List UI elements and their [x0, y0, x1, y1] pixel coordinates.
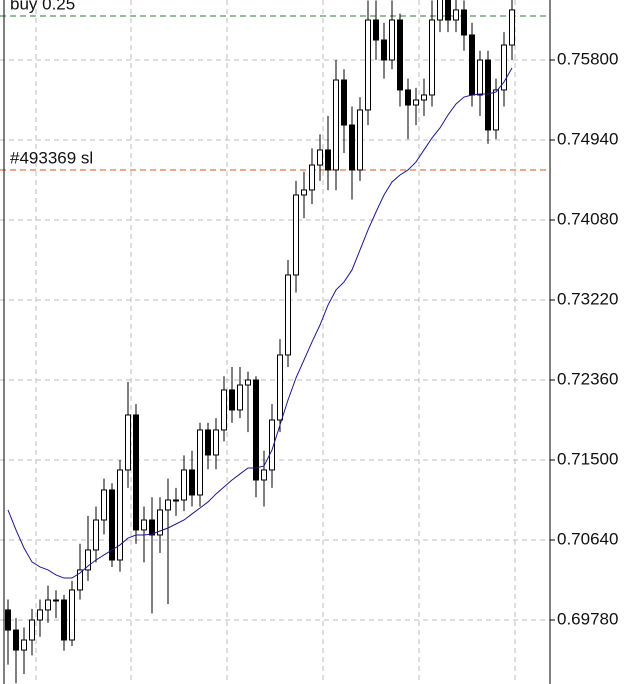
candle-body	[357, 109, 363, 171]
candle-body	[205, 429, 211, 456]
candle-body	[45, 599, 51, 611]
candle-body	[325, 149, 331, 171]
candle-body	[437, 0, 443, 21]
candle-body	[301, 189, 307, 196]
candle-body	[373, 19, 379, 41]
y-tick-label: 0.70640	[557, 529, 618, 548]
candle-body	[413, 99, 419, 106]
candle-body	[5, 609, 11, 631]
moving-average	[7, 67, 513, 579]
candle-body	[69, 589, 75, 641]
candle-body	[389, 19, 395, 61]
candle-body	[485, 59, 491, 131]
candle-body	[173, 499, 179, 502]
candle-body	[109, 489, 115, 561]
candle-body	[181, 469, 187, 501]
candle-body	[269, 419, 275, 471]
candle-body	[341, 79, 347, 126]
candle-body	[261, 469, 267, 481]
candle-body	[421, 94, 427, 101]
y-tick-label: 0.74080	[557, 209, 618, 228]
candle-body	[61, 599, 67, 641]
candle-body	[197, 429, 203, 496]
candle-body	[405, 89, 411, 106]
level-label: #493369 sl	[10, 149, 93, 168]
candle-body	[333, 79, 339, 171]
y-tick-label: 0.75800	[557, 49, 618, 68]
candle-body	[309, 164, 315, 191]
candle-body	[101, 489, 107, 521]
candle-body	[189, 469, 195, 496]
candle-body	[445, 0, 451, 21]
candle-body	[125, 414, 131, 471]
candle-body	[381, 39, 387, 61]
y-tick-label: 0.71500	[557, 449, 618, 468]
candle-body	[293, 194, 299, 276]
candle-body	[429, 19, 435, 96]
candle-body	[37, 609, 43, 621]
candle-body	[365, 19, 371, 111]
candle-body	[117, 469, 123, 561]
candle-body	[85, 549, 91, 571]
grid	[0, 0, 550, 684]
plot-area	[0, 0, 550, 684]
candle-body	[157, 509, 163, 536]
y-tick-label: 0.69780	[557, 609, 618, 628]
candle-body	[245, 379, 251, 386]
y-tick-label: 0.74940	[557, 129, 618, 148]
candle-body	[13, 629, 19, 651]
candle-body	[149, 519, 155, 536]
candle-body	[165, 499, 171, 511]
candle-body	[493, 89, 499, 131]
candle-body	[221, 389, 227, 431]
candle-body	[461, 9, 467, 36]
candle-body	[285, 274, 291, 356]
candle-body	[509, 9, 515, 46]
candle-body	[477, 59, 483, 96]
candle-body	[29, 619, 35, 641]
candle-body	[141, 519, 147, 531]
level-label: buy 0.25	[10, 0, 75, 13]
candle-body	[21, 639, 27, 651]
y-tick-label: 0.72360	[557, 369, 618, 388]
candle-body	[469, 34, 475, 96]
candle-body	[397, 19, 403, 91]
y-tick-label: 0.73220	[557, 289, 618, 308]
candle-body	[133, 414, 139, 531]
candle-body	[253, 379, 259, 481]
candle-body	[277, 354, 283, 421]
candle-body	[317, 149, 323, 166]
candle-body	[501, 44, 507, 91]
candle-body	[453, 9, 459, 21]
candle-body	[349, 124, 355, 171]
candle-body	[229, 389, 235, 411]
candle-body	[53, 599, 59, 602]
candle-body	[213, 429, 219, 456]
candle-body	[93, 519, 99, 551]
candle-body	[77, 569, 83, 591]
candle-body	[237, 384, 243, 411]
